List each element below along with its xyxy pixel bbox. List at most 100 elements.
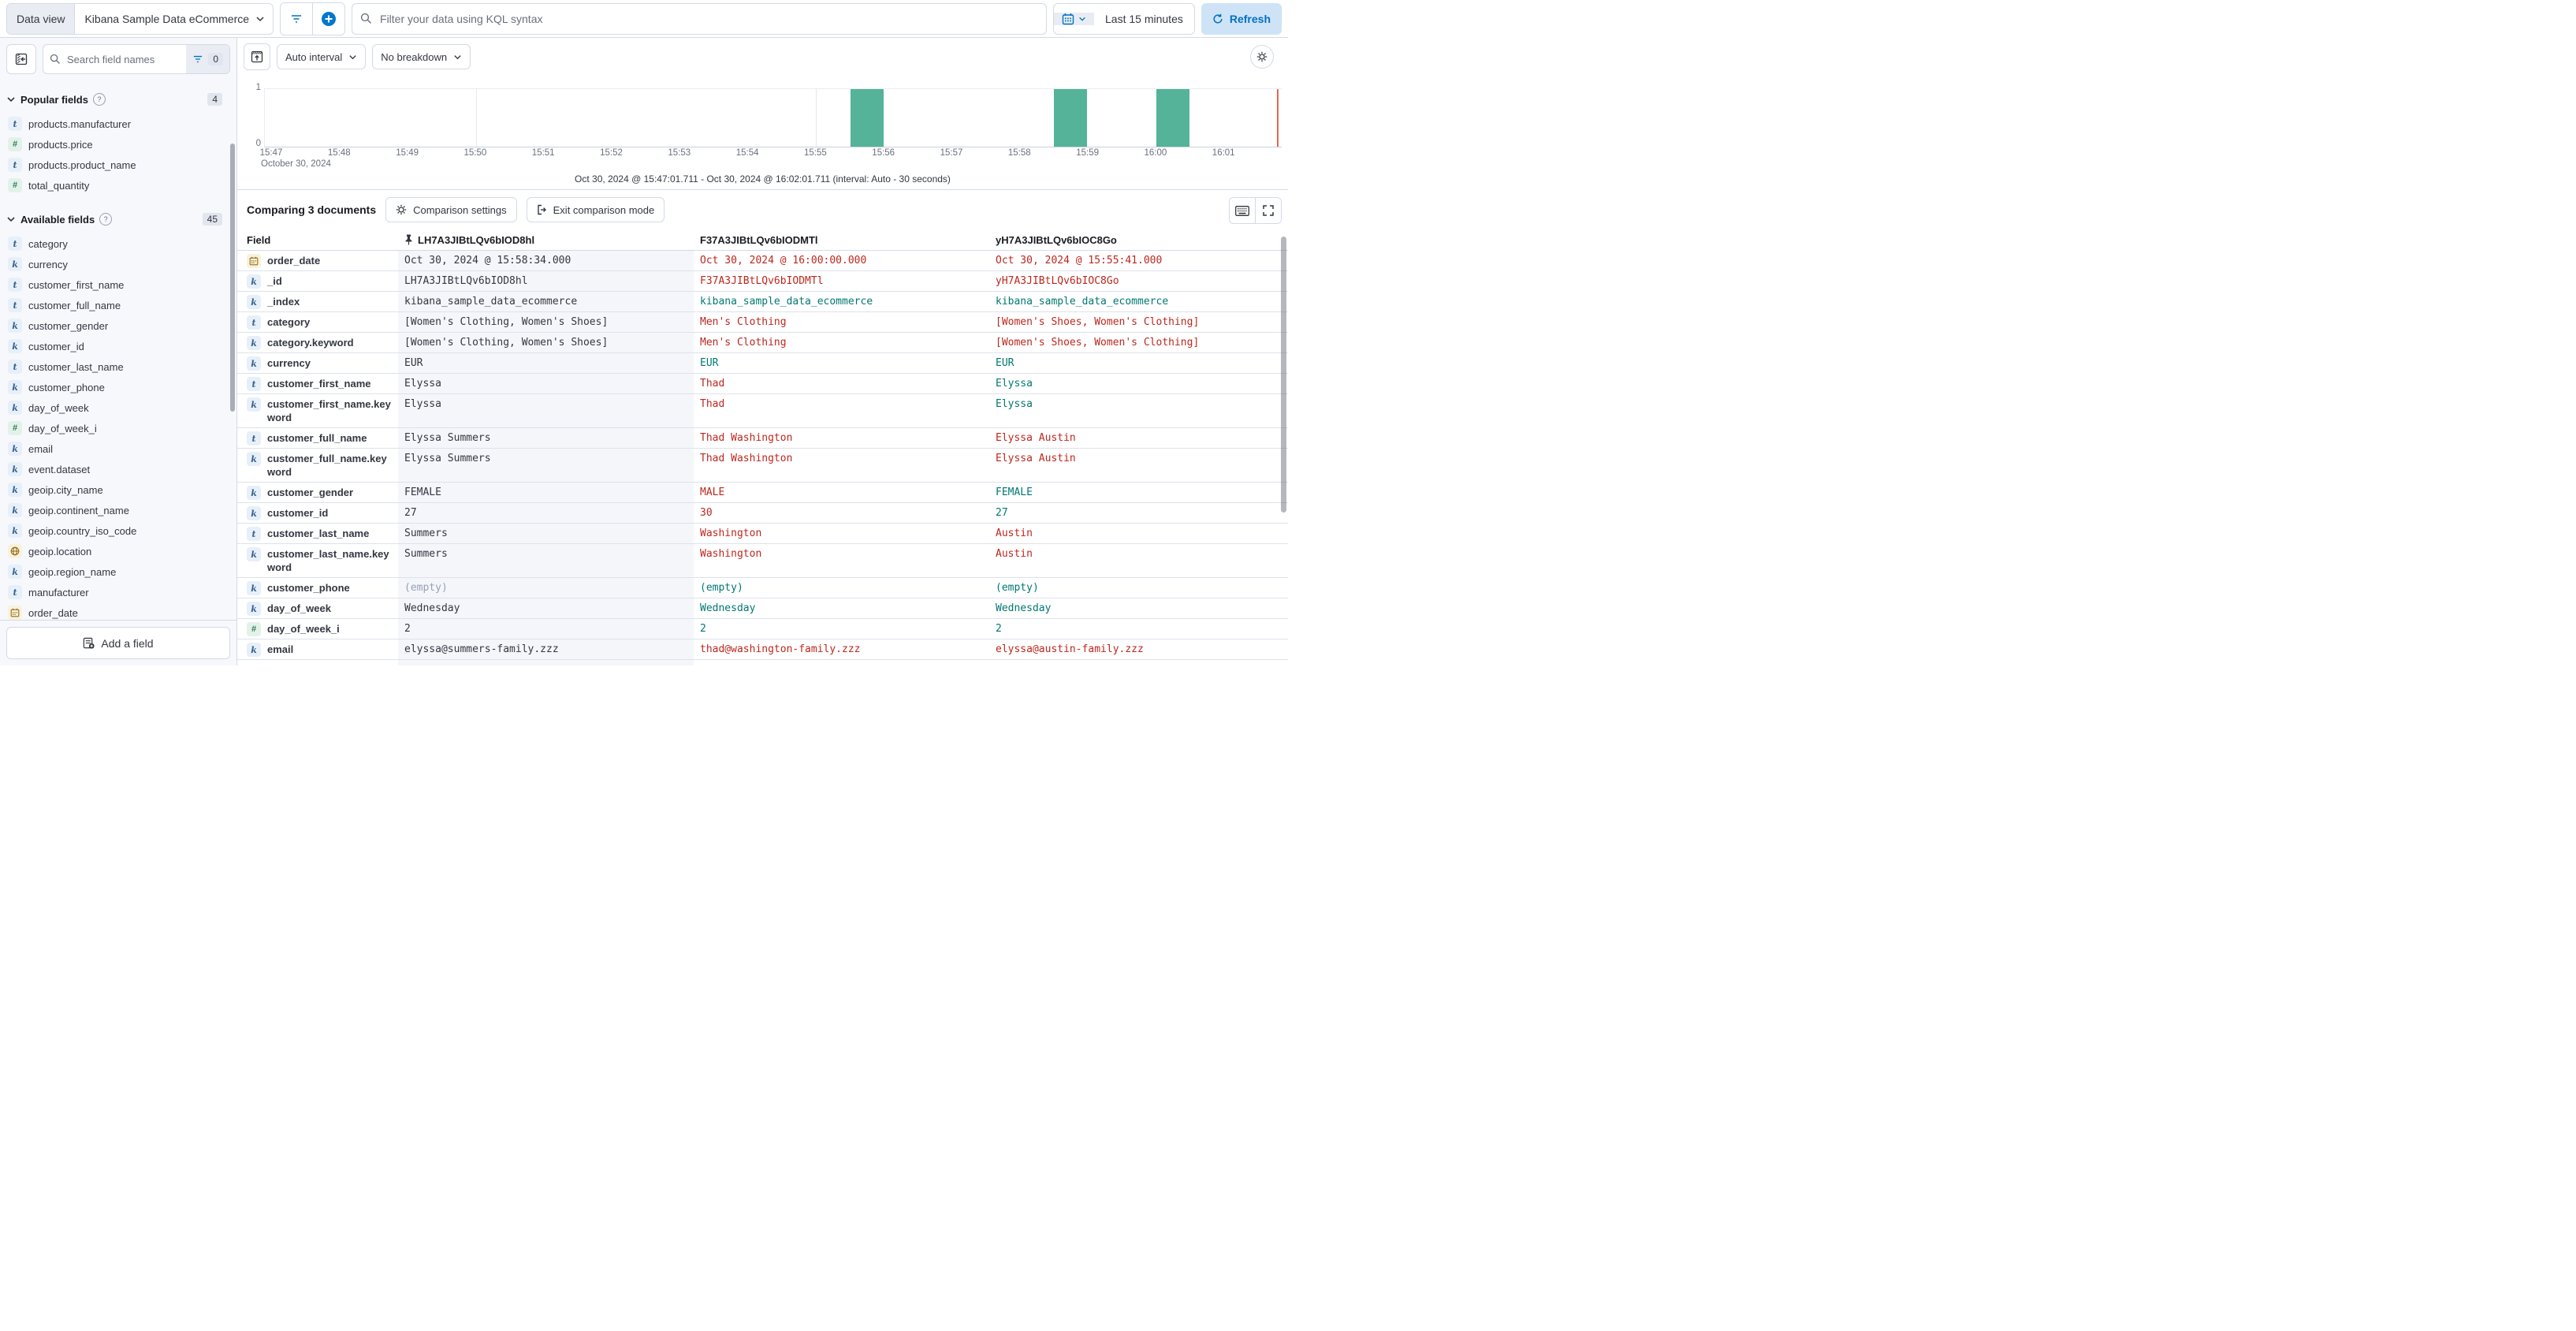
sidebar-item-category[interactable]: t category <box>6 233 236 254</box>
number-field-icon: # <box>8 137 22 151</box>
sidebar-item-customer_gender[interactable]: k customer_gender <box>6 315 236 336</box>
value-cell: Oct 30, 2024 @ 15:55:41.000 <box>996 255 1163 267</box>
sidebar-item-event.dataset[interactable]: k event.dataset <box>6 459 236 479</box>
field-cell: k customer_first_name.keyword <box>237 394 398 427</box>
chart-bar[interactable] <box>1054 89 1088 147</box>
section-divider <box>237 189 1288 190</box>
value-cell: Elyssa Austin <box>996 453 1076 464</box>
field-label: customer_phone <box>28 381 105 393</box>
sidebar-item-customer_last_name[interactable]: t customer_last_name <box>6 356 236 377</box>
edit-visualization-button[interactable] <box>244 43 270 70</box>
refresh-button[interactable]: Refresh <box>1201 2 1282 35</box>
keyword-field-icon: k <box>247 486 261 500</box>
field-cell: k customer_last_name.keyword <box>237 544 398 577</box>
field-cell: k _id <box>237 271 398 291</box>
doc-column-header: F37A3JIBtLQv6bIODMTl <box>694 234 989 246</box>
x-axis-tick: 15:56 <box>872 148 895 158</box>
time-picker-calendar-button[interactable] <box>1054 12 1095 25</box>
sidebar-item-products.product_name[interactable]: t products.product_name <box>6 155 236 175</box>
chart-plot-area <box>264 88 1282 147</box>
value-cell <box>694 660 989 666</box>
main-scrollbar[interactable] <box>1281 237 1286 513</box>
popular-fields-header[interactable]: Popular fields ? 4 <box>6 93 230 106</box>
filter-icon <box>292 14 302 23</box>
sidebar-item-geoip.continent_name[interactable]: k geoip.continent_name <box>6 500 236 520</box>
field-label: products.price <box>28 138 93 151</box>
sidebar-item-products.price[interactable]: # products.price <box>6 134 236 155</box>
x-axis-tick: 15:59 <box>1076 148 1099 158</box>
keyboard-shortcuts-button[interactable] <box>1230 198 1255 223</box>
field-label: customer_first_name <box>28 278 125 291</box>
chart-bar[interactable] <box>1156 89 1189 147</box>
fullscreen-button[interactable] <box>1255 198 1281 223</box>
histogram-chart[interactable]: 1 0 15:47 15:48 15:49 15:50 15:51 15:52 15:53 1… <box>237 76 1288 169</box>
field-label: geoip.continent_name <box>28 504 129 516</box>
chart-options-button[interactable] <box>1250 45 1274 69</box>
sidebar-item-email[interactable]: k email <box>6 438 236 459</box>
available-fields-title: Available fields <box>20 213 95 226</box>
sidebar-item-geoip.city_name[interactable]: k geoip.city_name <box>6 479 236 500</box>
field-label: order_date <box>28 606 78 619</box>
field-search-input[interactable] <box>61 53 187 65</box>
comparison-settings-label: Comparison settings <box>413 203 507 216</box>
sidebar-item-products.manufacturer[interactable]: t products.manufacturer <box>6 114 236 134</box>
keyword-field-icon: k <box>8 442 22 456</box>
breakdown-select[interactable]: No breakdown <box>372 44 471 69</box>
sidebar-item-geoip.country_iso_code[interactable]: k geoip.country_iso_code <box>6 520 236 541</box>
value-cell: Oct 30, 2024 @ 16:00:00.000 <box>700 255 867 267</box>
x-axis-tick: 15:54 <box>735 148 759 158</box>
field-cell: k customer_id <box>237 503 398 523</box>
sidebar-item-customer_first_name[interactable]: t customer_first_name <box>6 274 236 295</box>
chart-gridline <box>475 89 477 147</box>
comparison-table-header: Field LH7A3JIBtLQv6bIOD8hl F37A3JIBtLQv6… <box>237 229 1288 251</box>
sidebar-item-customer_id[interactable]: k customer_id <box>6 336 236 356</box>
date-field-icon <box>8 606 22 620</box>
sidebar-item-customer_phone[interactable]: k customer_phone <box>6 377 236 397</box>
filter-button[interactable] <box>281 2 313 35</box>
field-name: currency <box>267 357 311 369</box>
sidebar-item-total_quantity[interactable]: # total_quantity <box>6 175 236 196</box>
sidebar-item-order_date[interactable]: order_date <box>6 602 236 620</box>
keyword-field-icon: k <box>8 483 22 497</box>
field-filter-button[interactable]: 0 <box>186 45 229 73</box>
data-view-select[interactable]: Kibana Sample Data eCommerce <box>74 3 274 34</box>
filter-controls-group <box>280 2 346 35</box>
field-label: geoip.city_name <box>28 483 103 496</box>
sidebar-item-currency[interactable]: k currency <box>6 254 236 274</box>
chevron-down-icon <box>7 97 15 103</box>
collapse-sidebar-button[interactable] <box>6 44 36 74</box>
exit-comparison-button[interactable]: Exit comparison mode <box>526 197 665 222</box>
sidebar-item-customer_full_name[interactable]: t customer_full_name <box>6 295 236 315</box>
add-filter-button[interactable] <box>312 2 345 35</box>
breakdown-label: No breakdown <box>381 50 448 63</box>
value-cell: Elyssa Summers <box>398 449 694 482</box>
value-cell: 2 <box>996 623 1002 635</box>
sidebar-item-day_of_week[interactable]: k day_of_week <box>6 397 236 418</box>
table-row: k customer_phone (empty) (empty) (empty) <box>237 578 1288 598</box>
interval-select[interactable]: Auto interval <box>277 44 367 69</box>
filter-icon <box>194 55 203 63</box>
chevron-down-icon <box>7 217 15 222</box>
sidebar-item-geoip.location[interactable]: geoip.location <box>6 541 236 561</box>
comparison-title: Comparing 3 documents <box>247 203 377 216</box>
kql-search-input[interactable] <box>378 11 1039 26</box>
sidebar-item-geoip.region_name[interactable]: k geoip.region_name <box>6 561 236 582</box>
time-range-value[interactable]: Last 15 minutes <box>1094 12 1194 25</box>
add-field-button[interactable]: Add a field <box>6 627 230 659</box>
text-field-icon: t <box>8 158 22 172</box>
sidebar-scrollbar[interactable] <box>230 144 235 412</box>
field-cell: t customer_full_name <box>237 428 398 448</box>
chart-bar[interactable] <box>850 89 884 147</box>
gear-icon <box>1256 51 1268 62</box>
comparison-settings-button[interactable]: Comparison settings <box>385 197 517 222</box>
text-field-icon: t <box>8 585 22 599</box>
available-fields-header[interactable]: Available fields ? 45 <box>6 213 230 226</box>
refresh-label: Refresh <box>1229 12 1271 25</box>
pin-icon[interactable] <box>404 234 413 245</box>
sidebar-item-manufacturer[interactable]: t manufacturer <box>6 582 236 602</box>
sidebar-item-day_of_week_i[interactable]: # day_of_week_i <box>6 418 236 438</box>
table-row: k customer_full_name.keyword Elyssa Summer… <box>237 449 1288 483</box>
chevron-down-icon <box>1079 17 1085 21</box>
keyword-field-icon: k <box>247 506 261 520</box>
value-cell: Elyssa Summers <box>398 428 694 448</box>
